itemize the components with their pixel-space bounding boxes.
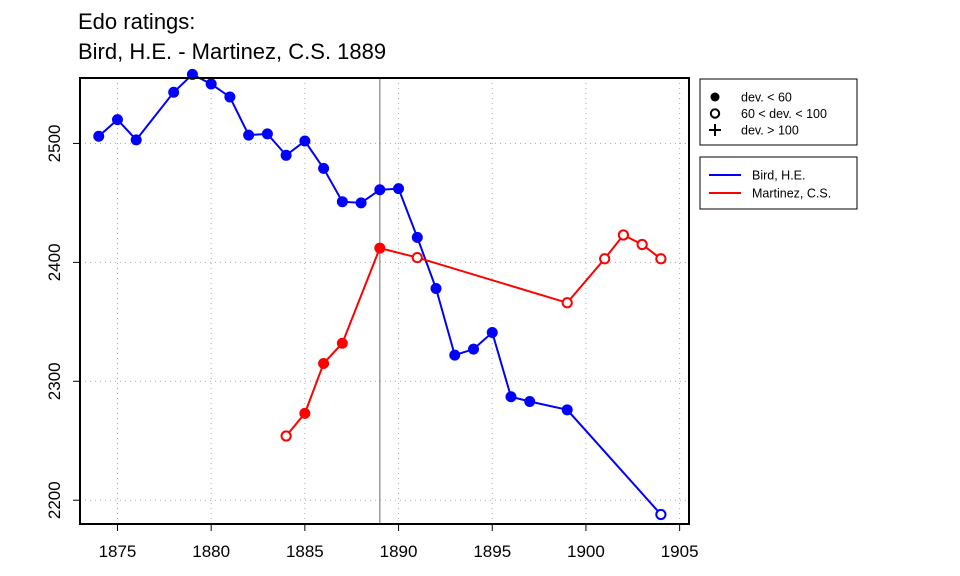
chart-title-line-2: Bird, H.E. - Martinez, C.S. 1889 [78, 39, 387, 64]
x-tick-label: 1905 [661, 542, 699, 561]
data-point-filled [355, 197, 367, 209]
data-point-filled [411, 231, 423, 243]
data-point-open [561, 297, 573, 309]
data-point-filled [243, 129, 255, 141]
legend-symbol-label: dev. > 100 [741, 124, 799, 138]
y-tick-label: 2400 [45, 243, 64, 281]
plot-frame [79, 77, 690, 525]
series-line [285, 233, 662, 437]
legend-series-label: Bird, H.E. [752, 169, 806, 183]
data-point-open [636, 238, 648, 251]
legend-symbol-label: dev. < 60 [741, 91, 792, 105]
data-point-filled [299, 135, 311, 147]
legend-symbols: dev. < 60 60 < dev. < 100 dev. > 100 [699, 78, 858, 146]
data-point-open [599, 253, 611, 265]
data-point-open [280, 430, 292, 442]
data-point-filled [524, 395, 536, 407]
data-point-filled [374, 184, 386, 196]
data-point-filled [468, 343, 480, 355]
x-tick-label: 1875 [99, 542, 137, 561]
legend-box [699, 156, 858, 210]
data-point-filled [130, 134, 142, 146]
legend-series: Bird, H.E. Martinez, C.S. [699, 156, 858, 210]
legend-filled-circle-icon [710, 92, 720, 102]
data-point-filled [280, 149, 292, 161]
series-layer [93, 68, 667, 521]
data-point-filled [299, 407, 311, 419]
data-point-filled [224, 91, 236, 103]
data-point-filled [505, 391, 517, 403]
data-point-open [411, 251, 423, 264]
x-tick-label: 1885 [286, 542, 324, 561]
legend-open-circle-icon [709, 108, 721, 119]
x-tick-label: 1880 [192, 542, 230, 561]
axis-layer: 1875 1880 1885 1890 1895 1900 1905 2200 2300 2400… [45, 124, 699, 561]
data-point-filled [449, 349, 461, 361]
chart-title-line-1: Edo ratings: [78, 9, 196, 34]
data-point-filled [430, 283, 442, 295]
legend-box [699, 78, 858, 146]
x-tick-label: 1890 [380, 542, 418, 561]
data-point-filled [336, 337, 348, 349]
data-point-filled [205, 78, 217, 90]
data-point-filled [186, 68, 198, 80]
x-tick-label: 1900 [567, 542, 605, 561]
data-point-filled [374, 242, 386, 254]
x-tick-label: 1895 [473, 542, 511, 561]
data-point-filled [93, 130, 105, 142]
data-point-filled [111, 114, 123, 126]
data-point-filled [318, 162, 330, 174]
data-point-open [655, 253, 667, 265]
data-point-filled [486, 327, 498, 339]
data-point-open [617, 229, 630, 241]
grid-layer [80, 78, 689, 524]
legend-series-label: Martinez, C.S. [752, 187, 831, 201]
y-tick-label: 2500 [45, 124, 64, 162]
data-point-filled [168, 86, 180, 98]
y-tick-label: 2200 [45, 481, 64, 519]
data-point-open [655, 508, 667, 521]
legend-plus-icon [709, 124, 721, 136]
data-point-filled [318, 357, 330, 369]
y-tick-label: 2300 [45, 362, 64, 400]
data-point-filled [261, 128, 273, 140]
data-point-filled [393, 183, 405, 195]
data-point-filled [336, 196, 348, 208]
legend-symbol-label: 60 < dev. < 100 [741, 107, 827, 121]
data-point-filled [561, 404, 573, 416]
